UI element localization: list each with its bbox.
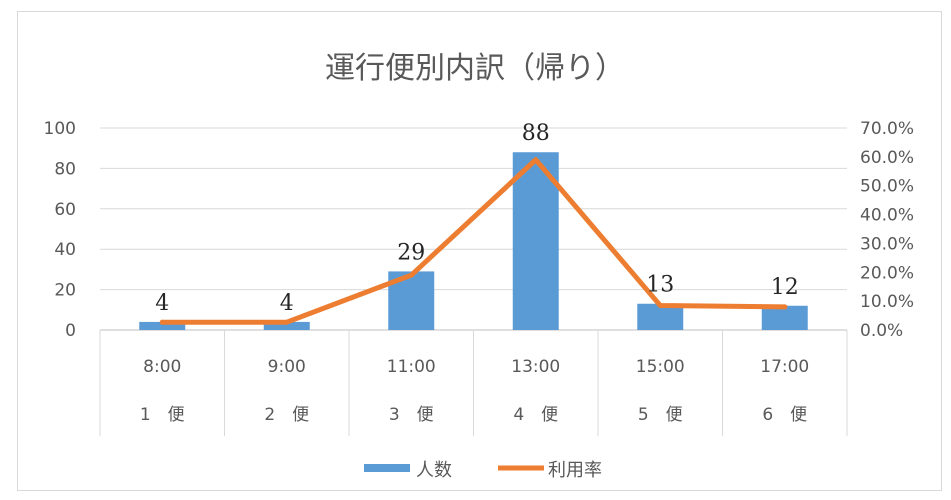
- left-tick-label: 40: [54, 240, 76, 260]
- line-point-3: [408, 272, 414, 278]
- bar-4: [512, 152, 559, 330]
- right-tick-label: 60.0%: [860, 148, 914, 168]
- right-tick-label: 30.0%: [860, 234, 914, 254]
- category-axis: 8:00 1 便 9:00 2 便 11:00 3 便 13:00 4 便 15:00 5 便 17…: [99, 330, 848, 436]
- chart-frame: [17, 11, 942, 491]
- line-point-4: [533, 157, 539, 163]
- right-tick-label: 50.0%: [860, 177, 914, 197]
- bar-series: [139, 152, 808, 330]
- legend-label: 人数: [416, 460, 452, 481]
- data-label: 12: [771, 275, 799, 300]
- data-label: 4: [280, 291, 294, 316]
- gridlines: [100, 127, 847, 331]
- left-axis-ticks: 0 20 40 60 80 100: [44, 119, 76, 341]
- category-time-label: 8:00: [143, 357, 181, 377]
- right-axis-ticks: 0.0% 10.0% 20.0% 30.0% 40.0% 50.0% 60.0% 70.0%: [860, 119, 914, 341]
- line-series: [159, 157, 788, 325]
- left-tick-label: 60: [54, 200, 76, 220]
- right-tick-label: 70.0%: [860, 119, 914, 139]
- category-trip-label: 1 便: [140, 405, 185, 425]
- data-label: 13: [646, 273, 674, 298]
- chart-title: 運行便別内訳（帰り）: [325, 51, 625, 86]
- category-time-label: 15:00: [636, 357, 685, 377]
- legend: 人数 利用率: [364, 460, 602, 481]
- right-tick-label: 10.0%: [860, 292, 914, 312]
- category-trip-label: 3 便: [389, 405, 434, 425]
- data-label: 29: [397, 240, 425, 265]
- right-tick-label: 0.0%: [860, 321, 903, 341]
- data-label: 88: [522, 121, 550, 146]
- data-labels: 4 4 29 88 13 12: [155, 121, 799, 316]
- right-tick-label: 20.0%: [860, 263, 914, 283]
- line-point-2: [284, 319, 290, 325]
- data-label: 4: [155, 291, 169, 316]
- category-time-label: 11:00: [387, 357, 436, 377]
- legend-label: 利用率: [548, 460, 602, 481]
- line-point-6: [782, 304, 788, 310]
- left-tick-label: 100: [44, 119, 76, 139]
- line-point-1: [159, 319, 165, 325]
- category-time-label: 13:00: [511, 357, 560, 377]
- bar-6: [761, 305, 808, 330]
- line-point-5: [657, 302, 663, 308]
- line-path: [159, 157, 788, 325]
- bar-2: [263, 321, 310, 330]
- category-trip-label: 4 便: [513, 405, 558, 425]
- category-trip-label: 5 便: [638, 405, 683, 425]
- category-trip-label: 6 便: [762, 405, 807, 425]
- category-time-label: 17:00: [760, 357, 809, 377]
- left-tick-label: 0: [65, 321, 76, 341]
- bar-1: [139, 321, 186, 330]
- category-time-label: 9:00: [268, 357, 306, 377]
- left-tick-label: 80: [54, 159, 76, 179]
- legend-swatch-bar: [364, 464, 410, 472]
- category-trip-label: 2 便: [264, 405, 309, 425]
- right-tick-label: 40.0%: [860, 206, 914, 226]
- left-tick-label: 20: [54, 281, 76, 301]
